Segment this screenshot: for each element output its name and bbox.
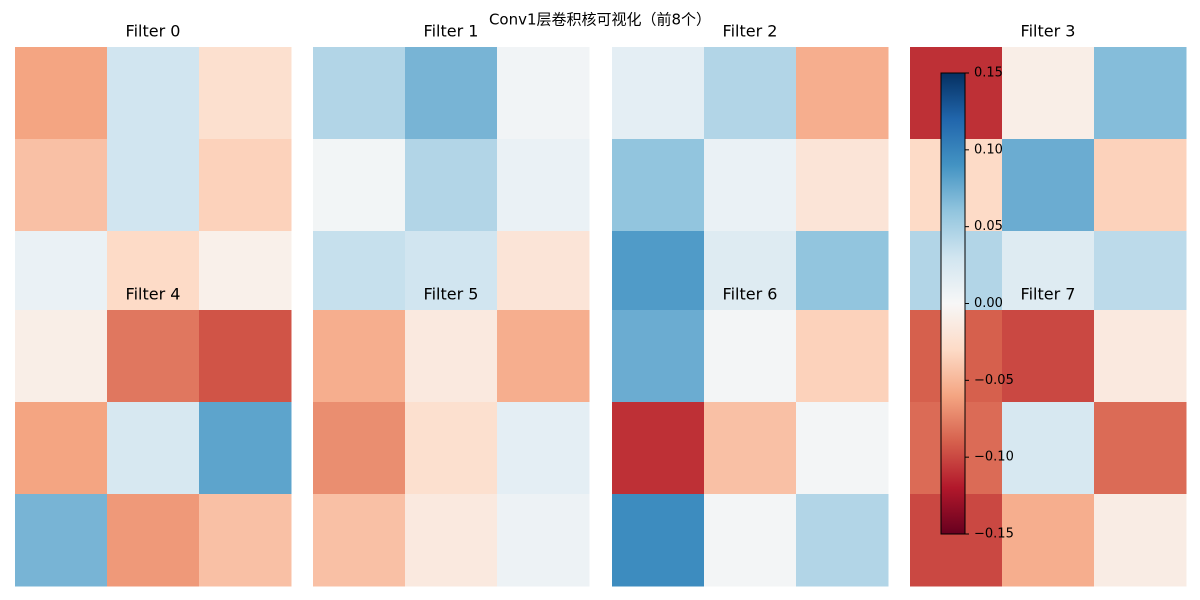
heatmap-cell xyxy=(1002,231,1095,324)
heatmap-cell xyxy=(497,231,590,324)
heatmap-cell xyxy=(704,310,797,403)
heatmap-cell xyxy=(1094,494,1187,587)
heatmap-cell xyxy=(1002,402,1095,495)
heatmap-cell xyxy=(497,139,590,232)
colorbar-tick-label: −0.05 xyxy=(974,373,1014,388)
colorbar-tick-label: −0.15 xyxy=(974,527,1014,542)
panel-title: Filter 4 xyxy=(126,285,181,304)
heatmap-cell xyxy=(796,231,889,324)
heatmap-cell xyxy=(107,310,200,403)
heatmap-cell xyxy=(497,310,590,403)
heatmap-cell xyxy=(796,47,889,140)
heatmap-cell xyxy=(796,494,889,587)
heatmap-cell xyxy=(1094,139,1187,232)
colorbar-tick-label: 0.05 xyxy=(974,219,1003,234)
heatmap-cell xyxy=(1094,310,1187,403)
heatmap-cell xyxy=(199,402,292,495)
heatmap-cell xyxy=(15,47,108,140)
heatmap-cell xyxy=(612,402,705,495)
colorbar-tick-label: 0.15 xyxy=(974,66,1003,81)
heatmap-cell xyxy=(313,139,406,232)
heatmap-cell xyxy=(704,139,797,232)
panel-title: Filter 6 xyxy=(723,285,778,304)
panel-title: Filter 0 xyxy=(126,22,181,41)
heatmap-cell xyxy=(199,139,292,232)
heatmap-cell xyxy=(704,47,797,140)
heatmap-cell xyxy=(612,139,705,232)
heatmap-cell xyxy=(1094,231,1187,324)
heatmap-cell xyxy=(199,231,292,324)
colorbar-tick-label: 0.00 xyxy=(974,296,1003,311)
heatmap-cell xyxy=(107,402,200,495)
heatmap-cell xyxy=(15,231,108,324)
heatmap-cell xyxy=(1002,310,1095,403)
heatmap-cell xyxy=(612,310,705,403)
chart-title: Conv1层卷积核可视化（前8个） xyxy=(489,11,711,29)
heatmap-cell xyxy=(704,402,797,495)
heatmap-cell xyxy=(704,231,797,324)
heatmap-cell xyxy=(313,47,406,140)
colorbar xyxy=(940,72,966,535)
heatmap-cell xyxy=(612,47,705,140)
panel-title: Filter 7 xyxy=(1021,285,1076,304)
heatmap-cell xyxy=(405,139,498,232)
panel-title: Filter 2 xyxy=(723,22,778,41)
heatmap-cell xyxy=(405,231,498,324)
heatmap-cell xyxy=(107,494,200,587)
heatmap-cell xyxy=(796,310,889,403)
heatmap-cell xyxy=(405,47,498,140)
heatmap-cell xyxy=(612,231,705,324)
colorbar-tick-label: −0.10 xyxy=(974,450,1014,465)
colorbar-tick-label: 0.10 xyxy=(974,142,1003,157)
heatmap-cell xyxy=(1094,47,1187,140)
heatmap-cell xyxy=(1002,139,1095,232)
heatmap-cell xyxy=(1002,47,1095,140)
heatmap-cell xyxy=(107,139,200,232)
heatmap-cell xyxy=(313,494,406,587)
heatmap-cell xyxy=(497,494,590,587)
heatmap-cell xyxy=(405,402,498,495)
heatmap-cell xyxy=(313,402,406,495)
heatmap-cell xyxy=(497,402,590,495)
heatmap-cell xyxy=(1094,402,1187,495)
heatmap-cell xyxy=(199,310,292,403)
heatmap-cell xyxy=(15,494,108,587)
heatmap-cell xyxy=(405,310,498,403)
heatmap-cell xyxy=(15,310,108,403)
heatmap-cell xyxy=(15,139,108,232)
heatmap-cell xyxy=(612,494,705,587)
heatmap-cell xyxy=(107,47,200,140)
heatmap-cell xyxy=(1002,494,1095,587)
heatmap-cell xyxy=(199,47,292,140)
heatmap-cell xyxy=(107,231,200,324)
heatmap-cell xyxy=(497,47,590,140)
heatmap-cell xyxy=(796,139,889,232)
panel-title: Filter 3 xyxy=(1021,22,1076,41)
heatmap-cell xyxy=(796,402,889,495)
heatmap-cell xyxy=(405,494,498,587)
heatmap-cell xyxy=(313,231,406,324)
panel-title: Filter 5 xyxy=(424,285,479,304)
panel-title: Filter 1 xyxy=(424,22,479,41)
heatmap-cell xyxy=(313,310,406,403)
heatmap-cell xyxy=(199,494,292,587)
heatmap-cell xyxy=(15,402,108,495)
heatmap-cell xyxy=(704,494,797,587)
